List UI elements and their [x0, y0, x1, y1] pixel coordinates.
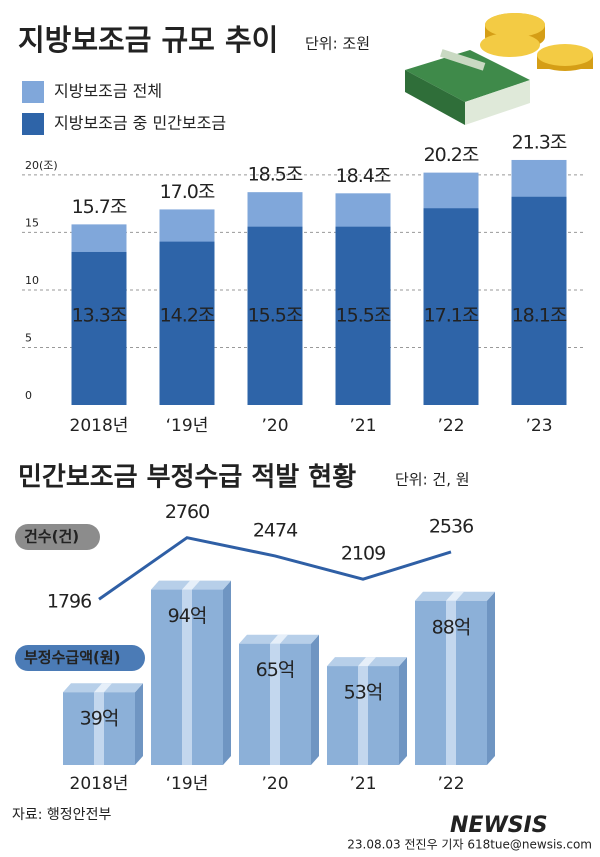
value-label: 39억	[80, 708, 119, 730]
chart-title: 지방보조금 규모 추이	[18, 23, 278, 57]
value-label: 2474	[253, 519, 298, 541]
y-tick-label: 0	[25, 389, 32, 402]
value-label: 2109	[341, 543, 385, 565]
box-ribbon	[358, 666, 368, 765]
y-tick-label: 5	[25, 331, 32, 344]
box-side	[487, 591, 495, 765]
x-tick-label: ’21	[349, 416, 376, 436]
legend-label: 건수(건)	[24, 528, 79, 546]
value-label: 17.1조	[424, 305, 479, 327]
credit: 23.08.03 전진우 기자 618tue@newsis.com	[347, 838, 592, 852]
box-ribbon	[446, 600, 456, 765]
value-label: 2760	[165, 501, 209, 523]
x-tick-label: ’20	[261, 774, 288, 794]
watermark: NEWSIS	[450, 813, 548, 838]
value-label: 18.4조	[336, 165, 391, 187]
box-side	[135, 683, 143, 765]
y-tick-label: 10	[25, 274, 39, 287]
box-ribbon-top	[358, 657, 376, 667]
value-label: 2536	[429, 515, 473, 537]
chart-title: 민간보조금 부정수급 적발 현황	[18, 463, 356, 493]
line	[98, 536, 452, 601]
legend-pill	[15, 645, 145, 671]
value-label: 65억	[256, 659, 295, 681]
bar	[71, 251, 127, 405]
value-label: 88억	[432, 616, 471, 638]
y-tick-label: 15	[25, 216, 39, 229]
value-label: 18.5조	[248, 164, 303, 186]
value-label: 21.3조	[512, 131, 567, 153]
value-label: 18.1조	[512, 305, 567, 327]
unit-label: 단위: 건, 원	[395, 471, 470, 489]
bar	[511, 196, 567, 405]
x-tick-label: ’22	[437, 774, 464, 794]
value-label: 15.5조	[336, 305, 391, 327]
bar	[335, 226, 391, 405]
x-tick-label: ‘19년	[166, 774, 209, 794]
box-side	[311, 634, 319, 765]
box-ribbon-top	[94, 683, 112, 693]
legend-label: 지방보조금 전체	[54, 82, 162, 101]
box-ribbon	[270, 643, 280, 765]
x-tick-label: ’23	[525, 416, 552, 436]
value-label: 14.2조	[160, 305, 215, 327]
value-label: 17.0조	[160, 181, 215, 203]
money-illustration	[405, 13, 593, 125]
value-label: 53억	[344, 682, 383, 704]
bar	[247, 226, 303, 405]
box-side	[223, 580, 231, 765]
legend-swatch	[22, 113, 44, 135]
x-tick-label: 2018년	[70, 774, 129, 794]
value-label: 1796	[47, 591, 91, 613]
legend-label: 지방보조금 중 민간보조금	[54, 114, 226, 133]
x-tick-label: ’22	[437, 416, 464, 436]
value-label: 13.3조	[72, 305, 127, 327]
y-tick-label: 20(조)	[25, 159, 58, 172]
x-tick-label: ’21	[349, 774, 376, 794]
source: 자료: 행정안전부	[12, 807, 111, 823]
box-ribbon	[94, 692, 104, 765]
x-tick-label: ’20	[261, 416, 288, 436]
box-ribbon-top	[446, 591, 464, 601]
value-label: 94억	[168, 605, 207, 627]
legend-swatch	[22, 81, 44, 103]
x-tick-label: 2018년	[70, 416, 129, 436]
legend-label: 부정수급액(원)	[24, 649, 121, 667]
box-ribbon-top	[182, 580, 200, 590]
value-label: 15.7조	[72, 196, 127, 218]
bar	[423, 208, 479, 405]
x-tick-label: ‘19년	[166, 416, 209, 436]
legend-pill	[15, 524, 100, 550]
box-ribbon	[182, 589, 192, 765]
bar	[159, 241, 215, 405]
value-label: 15.5조	[248, 305, 303, 327]
value-label: 20.2조	[424, 144, 479, 166]
box-side	[399, 657, 407, 765]
unit-label: 단위: 조원	[305, 35, 370, 53]
box-ribbon-top	[270, 634, 288, 644]
